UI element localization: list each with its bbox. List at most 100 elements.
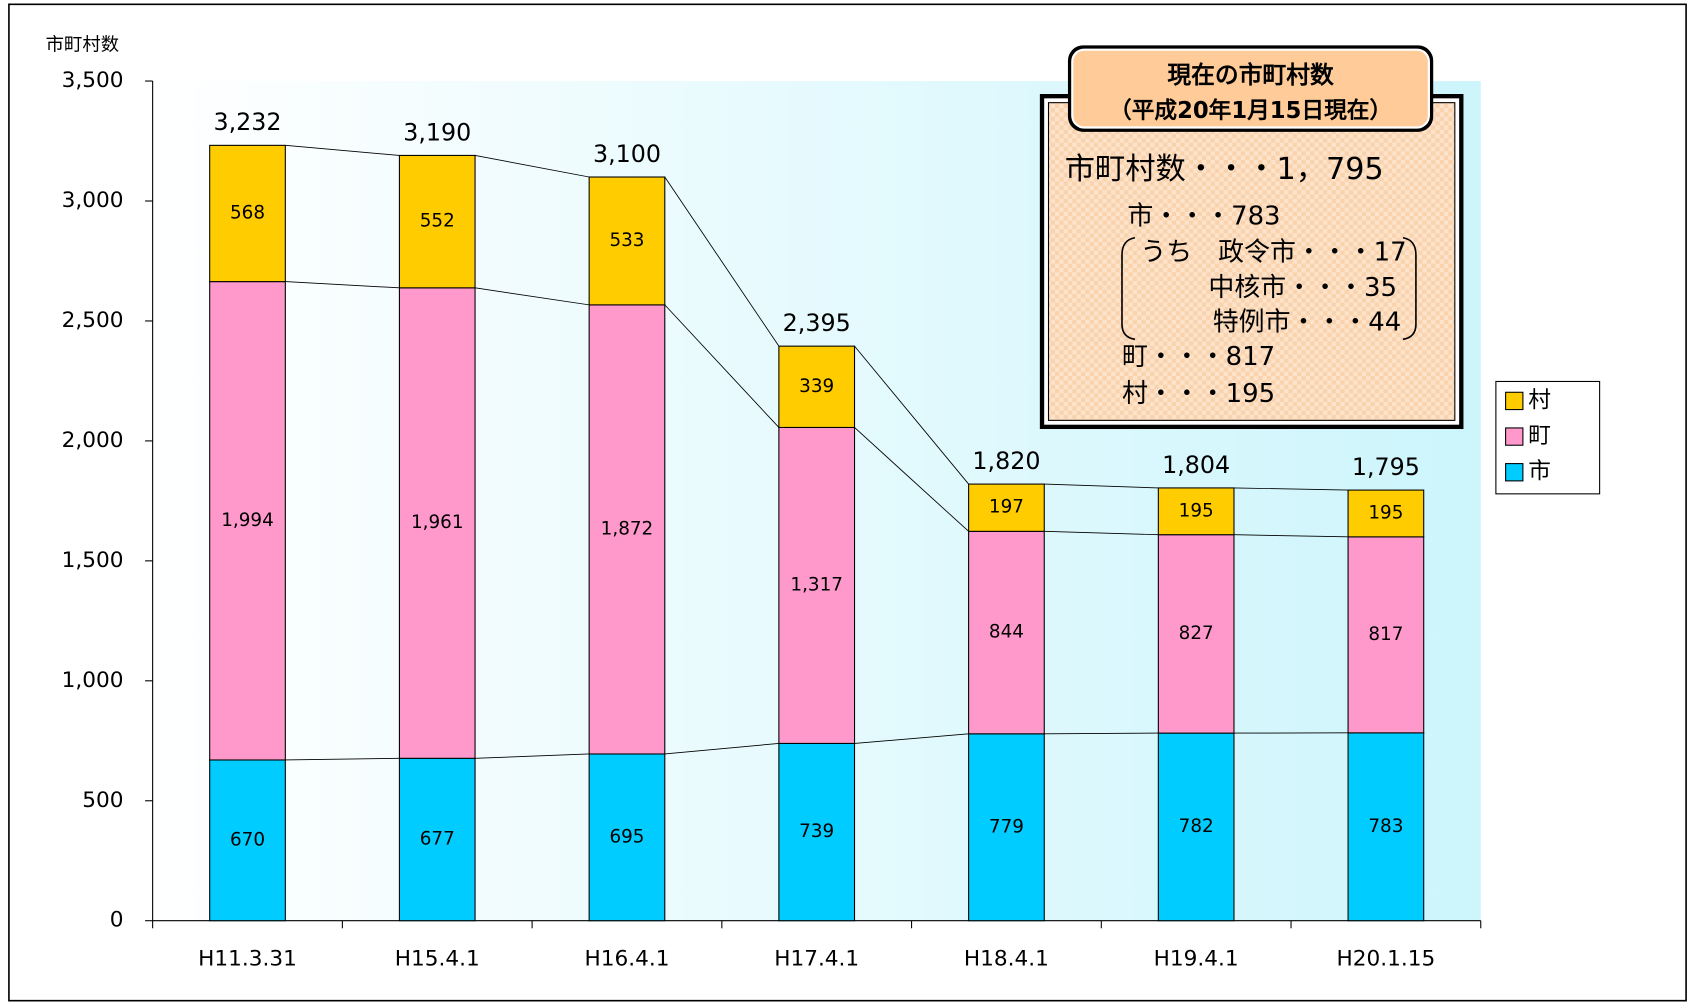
data-label: 1,317 [790, 574, 843, 595]
data-label: 670 [230, 829, 265, 850]
bar-segment [778, 426, 856, 744]
legend-label: 村 [1528, 387, 1551, 413]
x-tick-label: H19.4.1 [1154, 947, 1239, 972]
x-tick-label: H11.3.31 [198, 947, 297, 972]
data-label: 695 [609, 826, 644, 847]
box-fill [1047, 102, 1456, 421]
bar-segment [1157, 487, 1235, 536]
connector-line [1044, 732, 1159, 735]
y-tick-label: 3,000 [62, 188, 124, 213]
bar-segment [398, 757, 476, 922]
connector-line [474, 287, 590, 306]
bar-segment [588, 753, 666, 922]
legend-swatch [1505, 463, 1524, 482]
connector-line [854, 427, 969, 532]
total-label: 3,190 [403, 118, 471, 146]
connector-line [664, 742, 779, 755]
bar-segment [398, 154, 476, 289]
bracket-left [1121, 236, 1136, 341]
bar-segment [968, 483, 1045, 532]
info-line: 特例市・・・44 [1213, 308, 1402, 338]
info-line: うち 政令市・・・17 [1140, 237, 1406, 267]
data-label: 568 [230, 202, 265, 223]
connector-line [285, 144, 400, 156]
connector-line [1044, 530, 1159, 536]
total-label: 2,395 [783, 309, 851, 337]
bar-segment [398, 287, 476, 759]
data-label: 844 [989, 622, 1024, 643]
y-tick-label: 2,500 [62, 308, 124, 333]
x-tick-label: H20.1.15 [1337, 947, 1436, 972]
bar-segment [1347, 489, 1425, 538]
bar-segment [968, 733, 1045, 922]
connector-line [1233, 487, 1349, 491]
total-label: 1,795 [1352, 453, 1420, 481]
connector-line [285, 281, 400, 289]
y-axis-label: 市町村数 [46, 34, 119, 55]
total-label: 1,804 [1162, 451, 1230, 479]
total-label: 1,820 [972, 447, 1040, 475]
connector-line [854, 345, 969, 485]
data-label: 782 [1179, 816, 1214, 837]
bar-segment [1347, 536, 1425, 734]
info-box: 現在の市町村数 （平成20年1月15日現在） 市町村数・・・1，795 市・・・7… [1039, 45, 1464, 430]
info-line: 町・・・817 [1122, 342, 1275, 372]
total-label: 3,232 [213, 108, 281, 136]
x-tick-label: H17.4.1 [774, 947, 859, 972]
legend-swatch [1505, 427, 1524, 446]
data-label: 533 [609, 230, 644, 251]
connector-line [854, 733, 969, 744]
data-label: 1,961 [411, 512, 464, 533]
total-label: 3,100 [593, 140, 661, 168]
data-label: 552 [420, 211, 455, 232]
x-tick-label: H15.4.1 [395, 947, 480, 972]
x-tick-label: H16.4.1 [584, 947, 669, 972]
info-line: 中核市・・・35 [1208, 273, 1397, 303]
bar-segment [209, 144, 286, 283]
data-label: 677 [420, 829, 455, 850]
bar-segment [1157, 732, 1235, 922]
data-label: 197 [989, 497, 1024, 518]
bar-segment [778, 742, 856, 922]
legend-label: 市 [1528, 459, 1551, 485]
bar-segment [588, 304, 666, 755]
data-label: 783 [1368, 816, 1403, 837]
data-label: 1,994 [221, 510, 274, 531]
y-tick-label: 1,500 [62, 548, 124, 573]
data-label: 1,872 [601, 518, 654, 539]
connector-line [285, 757, 400, 761]
bracket-right [1402, 236, 1417, 341]
data-label: 195 [1368, 502, 1403, 523]
bar-segment [1157, 534, 1235, 734]
connector-line [474, 154, 590, 178]
box-title: 現在の市町村数 [1167, 61, 1334, 89]
tab [1071, 48, 1430, 129]
legend-label: 町 [1528, 423, 1551, 449]
data-label: 195 [1179, 500, 1214, 521]
box-subtitle: （平成20年1月15日現在） [1109, 97, 1392, 124]
data-label: 817 [1368, 624, 1403, 645]
info-line: 市町村数・・・1，795 [1065, 152, 1384, 187]
info-line: 市・・・783 [1127, 202, 1280, 232]
bar-segment [588, 176, 666, 306]
y-tick-label: 1,000 [62, 668, 124, 693]
y-tick-label: 2,000 [62, 428, 124, 453]
data-label: 339 [799, 376, 834, 397]
y-tick-label: 500 [82, 788, 123, 813]
bar-segment [1347, 732, 1425, 922]
legend-swatch [1505, 391, 1524, 411]
bar-segment [209, 281, 286, 761]
y-tick-label: 3,500 [62, 68, 124, 93]
connector-line [475, 753, 590, 759]
data-label: 739 [799, 821, 834, 842]
y-tick-label: 0 [110, 908, 124, 933]
connector-line [664, 176, 780, 347]
x-tick-label: H18.4.1 [964, 947, 1049, 972]
connector-line [1044, 483, 1159, 489]
connector-line [664, 304, 780, 428]
connector-line [1233, 534, 1349, 538]
data-label: 779 [989, 816, 1024, 837]
data-label: 827 [1179, 623, 1214, 644]
info-line: 村・・・195 [1122, 379, 1275, 409]
